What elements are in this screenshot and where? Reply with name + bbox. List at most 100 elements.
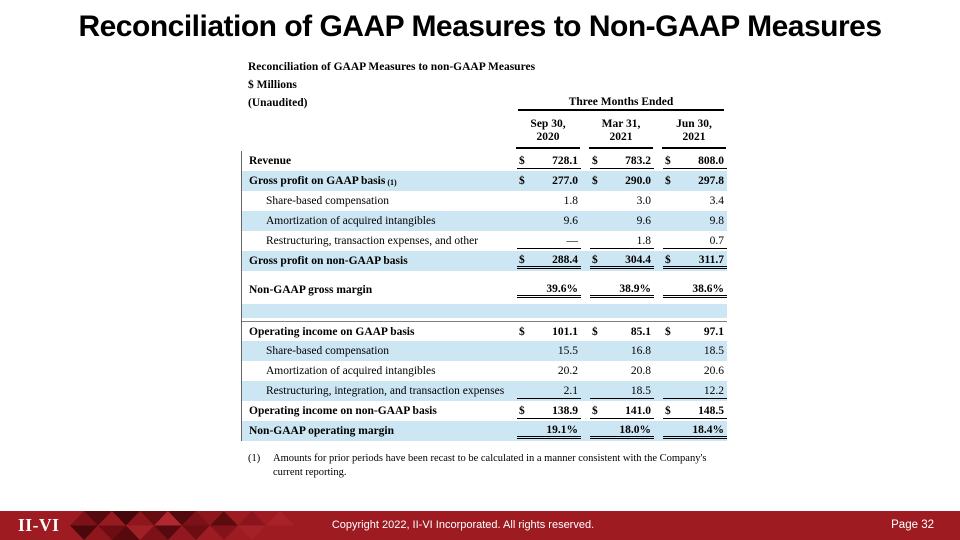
- table-row: Share-based compensation 1.8 3.0 3.4: [242, 191, 727, 211]
- row-label: Restructuring, integration, and transact…: [266, 385, 505, 397]
- column-headers: Sep 30, 2020 Mar 31, 2021 Jun 30, 2021: [248, 116, 726, 149]
- table-row: Operating income on non-GAAP basis $138.…: [242, 401, 727, 421]
- currency-symbol: $: [665, 154, 671, 167]
- table-row-spacer: [242, 304, 727, 318]
- column-month: Sep 30,: [530, 118, 566, 130]
- column-month: Jun 30,: [676, 118, 712, 130]
- value-cell: $728.1: [517, 153, 581, 169]
- units-label: $ Millions: [248, 79, 297, 91]
- value-cell: 0.7: [663, 233, 727, 249]
- footnote-ref: (1): [387, 177, 397, 187]
- value-cell: 20.8: [630, 365, 651, 377]
- row-label: Non-GAAP gross margin: [249, 284, 373, 296]
- table-row: Amortization of acquired intangibles 9.6…: [242, 211, 727, 231]
- row-label: Revenue: [249, 155, 292, 167]
- value-cell: $101.1: [519, 325, 578, 338]
- value-cell: 18.5: [703, 345, 724, 357]
- value-cell: 20.6: [703, 365, 724, 377]
- table-row: Restructuring, integration, and transact…: [242, 381, 727, 401]
- column-year: 2021: [682, 131, 706, 143]
- period-header: Three Months Ended: [518, 96, 724, 111]
- copyright-text: Copyright 2022, II-VI Incorporated. All …: [331, 519, 595, 531]
- table-row: Revenue $728.1 $783.2 $808.0: [242, 151, 727, 171]
- row-label: Amortization of acquired intangibles: [266, 365, 436, 377]
- footnote: (1) Amounts for prior periods have been …: [248, 452, 726, 480]
- currency-symbol: $: [665, 404, 671, 417]
- value-cell: 3.0: [636, 195, 651, 207]
- value-cell: 39.6%: [517, 282, 581, 298]
- table-row: Restructuring, transaction expenses, and…: [242, 231, 727, 251]
- row-label: Operating income on non-GAAP basis: [249, 405, 437, 417]
- value-cell: 38.6%: [663, 282, 727, 298]
- currency-symbol: $: [665, 253, 671, 266]
- row-label: Share-based compensation: [266, 195, 389, 207]
- value-cell: 1.8: [563, 195, 578, 207]
- value-cell: $304.4: [590, 253, 654, 269]
- footer-bar: II-VI Copyright 2022, II-VI Incorporated…: [0, 511, 960, 540]
- currency-symbol: $: [665, 325, 671, 338]
- value-cell: 16.8: [630, 345, 651, 357]
- footnote-marker: (1): [248, 453, 261, 464]
- value-cell: 2.1: [517, 383, 581, 399]
- triangle-pattern: [70, 511, 294, 540]
- value-cell: $297.8: [665, 175, 724, 187]
- column-header: Mar 31, 2021: [589, 116, 653, 149]
- table-header: (Unaudited) Three Months Ended: [248, 96, 726, 114]
- value-cell: $277.0: [519, 175, 578, 187]
- value-cell: 20.2: [557, 365, 578, 377]
- value-cell: 9.8: [709, 215, 724, 227]
- value-cell: $808.0: [663, 153, 727, 169]
- value-cell: 18.4%: [663, 423, 727, 439]
- value-cell: $141.0: [590, 403, 654, 419]
- value-cell: $288.4: [517, 253, 581, 269]
- value-cell: 19.1%: [517, 423, 581, 439]
- value-cell: 9.6: [563, 215, 578, 227]
- table-row: Amortization of acquired intangibles 20.…: [242, 361, 727, 381]
- header-spacer: [248, 116, 516, 149]
- row-label: Operating income on GAAP basis: [249, 325, 415, 338]
- value-cell: 15.5: [557, 345, 578, 357]
- unaudited-label: (Unaudited): [248, 97, 308, 109]
- column-year: 2020: [536, 131, 560, 143]
- value-cell: 38.9%: [590, 282, 654, 298]
- value-cell: $138.9: [517, 403, 581, 419]
- table-row: Share-based compensation 15.5 16.8 18.5: [242, 341, 727, 361]
- value-cell: $148.5: [663, 403, 727, 419]
- column-month: Mar 31,: [601, 118, 641, 130]
- table-row: Non-GAAP operating margin 19.1% 18.0% 18…: [242, 421, 727, 441]
- page-title: Reconciliation of GAAP Measures to Non-G…: [78, 10, 882, 43]
- value-cell: 9.6: [636, 215, 651, 227]
- currency-symbol: $: [519, 175, 525, 187]
- row-label: Share-based compensation: [266, 345, 389, 357]
- currency-symbol: $: [592, 253, 598, 266]
- currency-symbol: $: [592, 325, 598, 338]
- value-cell: 18.0%: [590, 423, 654, 439]
- row-label: Gross profit on non-GAAP basis: [249, 255, 408, 267]
- table-row: Non-GAAP gross margin 39.6% 38.9% 38.6%: [242, 280, 727, 300]
- currency-symbol: $: [519, 154, 525, 167]
- page-number: Page 32: [891, 519, 934, 531]
- row-label: Gross profit on GAAP basis (1): [249, 175, 397, 187]
- value-cell: $97.1: [665, 325, 724, 338]
- company-logo: II-VI: [18, 515, 60, 535]
- row-label: Restructuring, transaction expenses, and…: [266, 235, 479, 247]
- value-cell: 18.5: [590, 383, 654, 399]
- column-year: 2021: [609, 131, 633, 143]
- row-label: Amortization of acquired intangibles: [266, 215, 436, 227]
- currency-symbol: $: [592, 175, 598, 187]
- value-cell: $311.7: [663, 253, 727, 269]
- column-header: Jun 30, 2021: [662, 116, 726, 149]
- value-cell: $783.2: [590, 153, 654, 169]
- currency-symbol: $: [519, 325, 525, 338]
- value-cell: $290.0: [592, 175, 651, 187]
- table-title: Reconciliation of GAAP Measures to non-G…: [248, 61, 536, 73]
- column-header: Sep 30, 2020: [516, 116, 580, 149]
- value-cell: 3.4: [709, 195, 724, 207]
- value-cell: 12.2: [663, 383, 727, 399]
- table-body: Revenue $728.1 $783.2 $808.0 Gross profi…: [241, 151, 727, 441]
- currency-symbol: $: [665, 175, 671, 187]
- reconciliation-table: Reconciliation of GAAP Measures to non-G…: [241, 61, 727, 480]
- currency-symbol: $: [519, 404, 525, 417]
- value-cell: $85.1: [592, 325, 651, 338]
- footnote-text: Amounts for prior periods have been reca…: [273, 453, 707, 478]
